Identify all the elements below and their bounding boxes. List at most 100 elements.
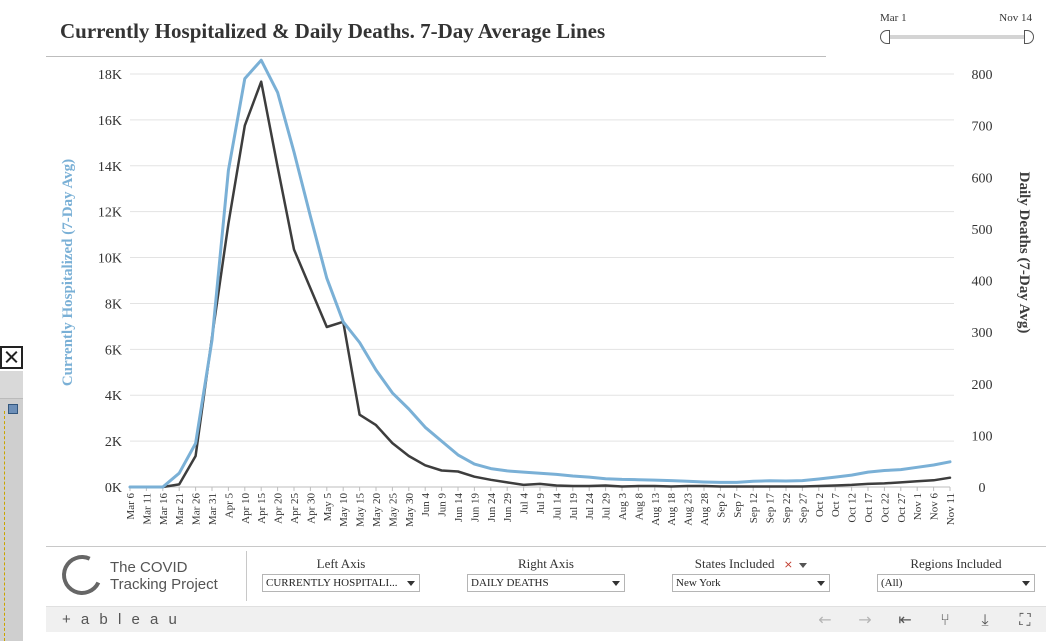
- x-tick-label: Apr 20: [273, 493, 285, 524]
- panel-marker-icon: [8, 404, 18, 414]
- x-tick-label: Sep 2: [715, 493, 727, 518]
- x-tick-label: Apr 25: [289, 493, 301, 524]
- x-tick-label: Sep 22: [781, 493, 793, 523]
- title-divider: [46, 56, 826, 57]
- x-tick-label: Aug 3: [617, 493, 629, 521]
- x-tick-label: Jun 24: [486, 493, 498, 523]
- x-tick-label: Jul 9: [535, 493, 547, 515]
- x-tick-label: May 10: [338, 493, 350, 527]
- clear-filter-icon[interactable]: ⨯: [783, 559, 793, 571]
- x-tick-label: Aug 23: [683, 493, 695, 526]
- x-tick-label: May 15: [355, 493, 367, 527]
- y-left-tick-label: 2K: [105, 435, 122, 450]
- x-tick-label: Aug 8: [633, 493, 645, 521]
- x-tick-label: May 25: [387, 493, 399, 527]
- x-tick-label: Sep 17: [765, 493, 777, 524]
- chart-title: Currently Hospitalized & Daily Deaths. 7…: [60, 19, 606, 43]
- filter-divider: [46, 546, 1046, 547]
- y-left-tick-label: 10K: [98, 252, 122, 267]
- dual-axis-line-chart: 0K 2K 4K 6K 8K 10K 12K 14K 16K 18K 0 100 200 300 400 50…: [60, 58, 1032, 527]
- regions-label: Regions Included: [910, 556, 1002, 571]
- y-left-axis-title: Currently Hospitalized (7-Day Avg): [60, 159, 76, 386]
- left-axis-select[interactable]: CURRENTLY HOSPITALI...: [262, 574, 420, 592]
- left-axis-filter: Left Axis CURRENTLY HOSPITALI...: [262, 556, 420, 592]
- x-tick-label: Nov 1: [912, 493, 924, 520]
- date-end-label: Nov 14: [999, 12, 1032, 24]
- redo-icon[interactable]: →: [858, 610, 872, 629]
- logo-line1: The COVID: [110, 559, 188, 576]
- dropdown-arrow-icon: [1022, 581, 1030, 586]
- y-left-tick-label: 12K: [98, 206, 122, 221]
- tableau-toolbar: + a b l e a u ← → ⇤ ⑂ ⤓ ⛶: [46, 606, 1046, 632]
- states-select[interactable]: New York: [672, 574, 830, 592]
- x-tick-label: Jul 14: [551, 493, 563, 520]
- y-left-tick-label: 8K: [105, 297, 122, 312]
- y-right-tick-label: 300: [972, 326, 993, 341]
- revert-icon[interactable]: ⇤: [898, 610, 912, 629]
- filter-menu-icon[interactable]: [799, 562, 808, 568]
- download-icon[interactable]: ⤓: [981, 610, 989, 629]
- x-tick-label: Mar 31: [207, 493, 219, 525]
- slider-track[interactable]: [886, 35, 1030, 39]
- states-value: New York: [676, 577, 721, 589]
- tableau-logo[interactable]: + a b l e a u: [62, 611, 180, 628]
- right-axis-label: Right Axis: [518, 556, 574, 571]
- covid-tracking-project-logo: The COVID Tracking Project: [56, 549, 240, 601]
- date-start-label: Mar 1: [880, 12, 907, 24]
- x-tick-label: Apr 5: [223, 493, 235, 519]
- logo-divider: [246, 551, 247, 601]
- right-axis-value: DAILY DEATHS: [471, 577, 549, 589]
- y-right-tick-label: 600: [972, 171, 993, 186]
- regions-value: (All): [881, 577, 903, 589]
- x-tick-label: Sep 12: [748, 493, 760, 523]
- x-tick-label: Mar 11: [141, 493, 153, 525]
- y-left-tick-label: 18K: [98, 68, 122, 83]
- x-tick-label: Aug 13: [650, 493, 662, 526]
- y-right-tick-label: 800: [972, 68, 993, 83]
- dropdown-arrow-icon: [612, 581, 620, 586]
- close-icon[interactable]: [0, 346, 23, 369]
- x-tick-label: Mar 26: [191, 493, 203, 526]
- slider-end-handle[interactable]: [1024, 30, 1034, 44]
- x-tick-label: May 30: [404, 493, 416, 527]
- y-right-tick-label: 700: [972, 120, 993, 135]
- right-axis-select[interactable]: DAILY DEATHS: [467, 574, 625, 592]
- x-tick-label: Mar 16: [158, 493, 170, 526]
- undo-icon[interactable]: ←: [818, 610, 832, 629]
- y-left-tick-label: 14K: [98, 160, 122, 175]
- dropdown-arrow-icon: [407, 581, 415, 586]
- y-right-tick-label: 500: [972, 223, 993, 238]
- x-tick-label: Jul 19: [568, 493, 580, 520]
- share-icon[interactable]: ⑂: [940, 610, 950, 629]
- x-tick-label: May 20: [371, 493, 383, 527]
- y-left-tick-label: 16K: [98, 114, 122, 129]
- logo-ring-icon: [56, 549, 108, 601]
- x-tick-label: Jun 9: [437, 493, 449, 517]
- y-right-tick-label: 200: [972, 378, 993, 393]
- date-range-slider[interactable]: Mar 1 Nov 14: [878, 10, 1038, 46]
- regions-select[interactable]: (All): [877, 574, 1035, 592]
- x-tick-label: Jun 29: [502, 493, 514, 523]
- states-filter: States Included ⨯ New York: [672, 556, 830, 592]
- y-right-tick-label: 0: [979, 481, 986, 496]
- slider-start-handle[interactable]: [880, 30, 890, 44]
- y-right-tick-label: 400: [972, 275, 993, 290]
- x-tick-label: Jun 19: [469, 493, 481, 523]
- y-left-tick-label: 4K: [105, 389, 122, 404]
- x-tick-label: Jul 24: [584, 493, 596, 520]
- x-tick-label: Oct 12: [847, 493, 859, 523]
- x-tick-label: Jul 4: [519, 493, 531, 515]
- x-tick-label: Aug 28: [699, 493, 711, 526]
- right-axis-filter: Right Axis DAILY DEATHS: [467, 556, 625, 592]
- x-tick-label: Apr 15: [256, 493, 268, 524]
- y-left-tick-label: 0K: [105, 481, 122, 496]
- tableau-wordmark: + a b l e a u: [62, 611, 180, 628]
- fullscreen-icon[interactable]: ⛶: [1019, 610, 1031, 629]
- x-tick-label: Oct 7: [830, 493, 842, 518]
- x-tick-label: Oct 22: [879, 493, 891, 523]
- x-tick-label: Mar 21: [174, 493, 186, 525]
- y-right-axis-title: Daily Deaths (7-Day Avg): [1016, 172, 1032, 334]
- regions-filter: Regions Included (All): [877, 556, 1035, 592]
- logo-line2: Tracking Project: [110, 576, 218, 593]
- x-tick-label: Apr 30: [305, 493, 317, 524]
